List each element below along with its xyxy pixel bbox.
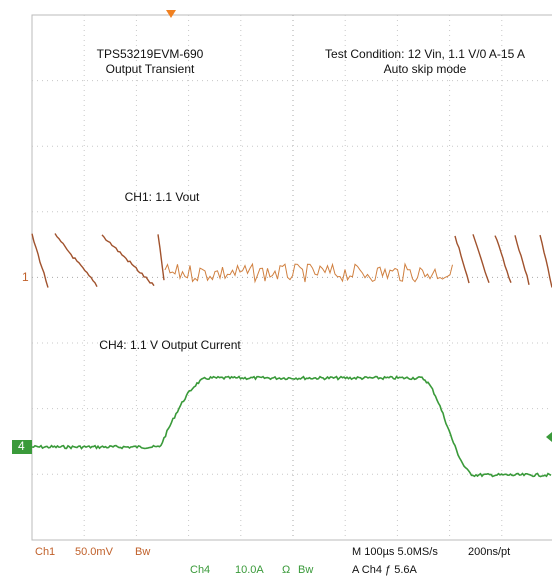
ch4-trace: [31, 375, 552, 478]
ch1-marker: 1: [22, 270, 29, 284]
trigger: A Ch4 ƒ 5.6A: [352, 564, 417, 576]
ch1-bw: Bw: [135, 546, 150, 558]
ch4-ohm: Ω: [282, 564, 290, 576]
ch4-label: CH4: 1.1 V Output Current: [99, 338, 241, 352]
trigger-position: [166, 10, 176, 18]
ch4-bw: Bw: [298, 564, 313, 576]
trigger-level: [546, 432, 552, 442]
ch4: Ch4: [190, 564, 210, 576]
resolution: 200ns/pt: [468, 546, 510, 558]
ch1-scale: 50.0mV: [75, 546, 114, 558]
ch1-label: CH1: 1.1 Vout: [125, 190, 200, 204]
waveforms: [31, 233, 552, 478]
ch1-trace: [31, 233, 165, 288]
ch1: Ch1: [35, 546, 55, 558]
condition: Test Condition: 12 Vin, 1.1 V/0 A-15 A: [325, 47, 525, 61]
timebase: M 100µs 5.0MS/s: [352, 546, 438, 558]
ch1-trace-right: [454, 234, 552, 288]
subtitle: Output Transient: [106, 62, 195, 76]
ch1-trace-noise: [164, 262, 453, 284]
mode: Auto skip mode: [384, 62, 467, 76]
board-name: TPS53219EVM-690: [97, 47, 204, 61]
ch4-scale: 10.0A: [235, 564, 264, 576]
ch4-marker-box: [12, 440, 32, 454]
graticule: [32, 15, 552, 540]
ch4-marker: 4: [18, 439, 25, 453]
